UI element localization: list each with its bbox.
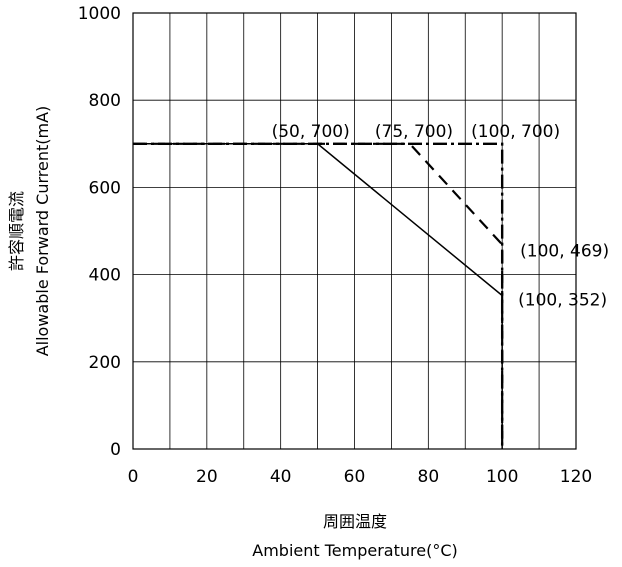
x-tick-label: 120 [560, 467, 592, 487]
y-tick-label: 600 [89, 178, 121, 198]
x-axis-title: Ambient Temperature(°C) [252, 541, 457, 560]
x-tick-labels: 0 20 40 60 80 100 120 [128, 467, 593, 487]
series-line-dashed [133, 142, 504, 449]
x-tick-label: 40 [270, 467, 292, 487]
plot-frame [132, 12, 577, 450]
annotations: (50, 700) (75, 700) (100, 700) (100, 469) (1… [272, 122, 610, 311]
x-tick-label: 100 [486, 467, 518, 487]
y-axis-title-ja: 許容順電流 [7, 191, 26, 271]
y-tick-label: 0 [110, 440, 121, 460]
y-tick-labels: 0 200 400 600 800 1000 [78, 4, 121, 460]
series-group [133, 142, 504, 449]
point-annotation: (75, 700) [375, 122, 453, 142]
x-tick-label: 0 [128, 467, 139, 487]
x-axis-title-ja: 周囲温度 [323, 512, 387, 531]
x-tick-label: 20 [196, 467, 218, 487]
point-annotation: (100, 352) [518, 291, 607, 311]
y-tick-label: 800 [89, 91, 121, 111]
y-tick-label: 400 [89, 266, 121, 286]
y-tick-label: 200 [89, 353, 121, 373]
series-line-solid [133, 143, 503, 449]
y-tick-label: 1000 [78, 4, 121, 24]
series-line-dash-dot [133, 142, 504, 449]
grid [132, 12, 577, 450]
y-axis-title: Allowable Forward Current(mA) [33, 106, 52, 357]
x-tick-label: 60 [344, 467, 366, 487]
point-annotation: (100, 469) [520, 242, 609, 262]
point-annotation: (50, 700) [272, 122, 350, 142]
point-annotation: (100, 700) [471, 122, 560, 142]
x-tick-label: 80 [418, 467, 440, 487]
